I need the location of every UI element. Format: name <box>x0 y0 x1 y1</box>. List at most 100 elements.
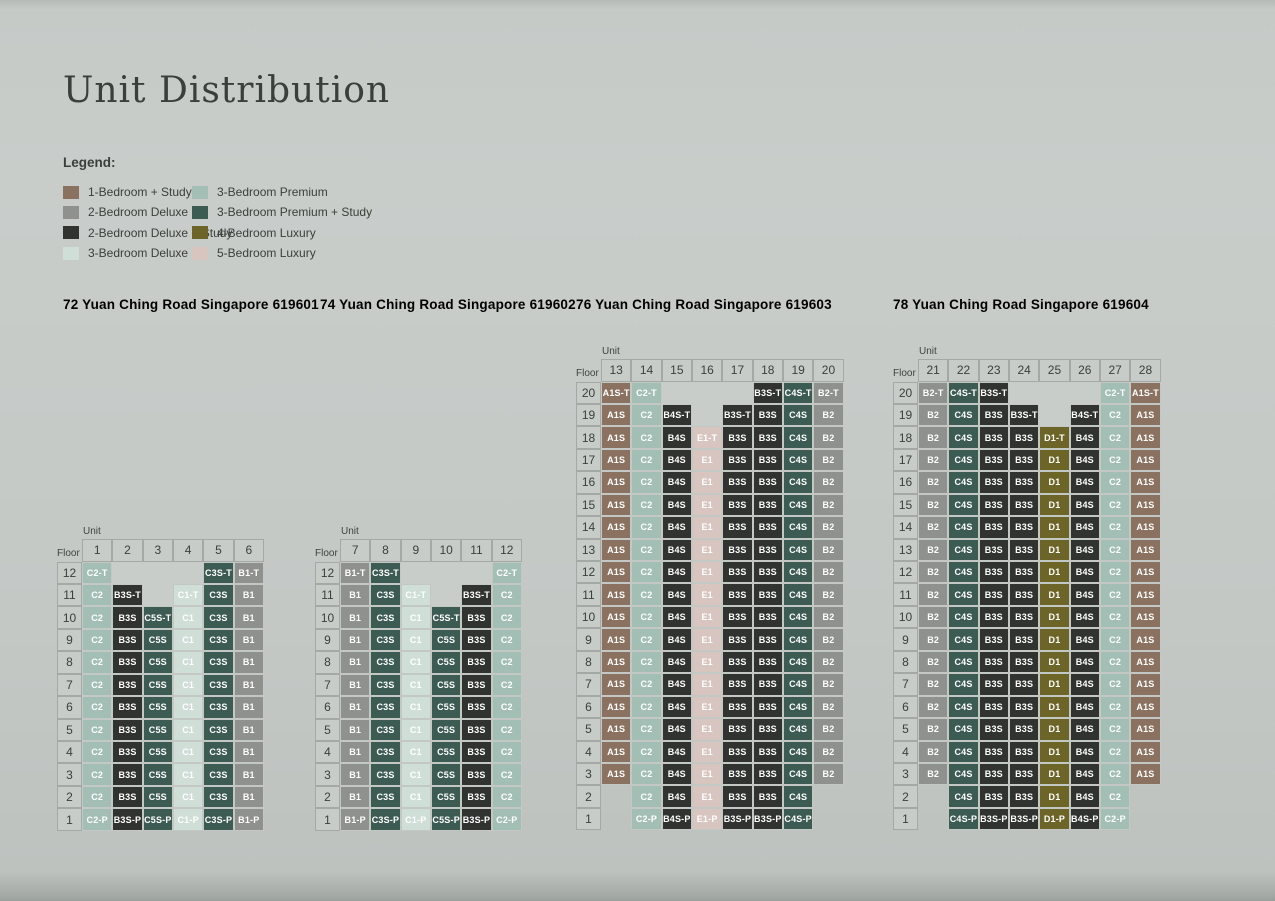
unit-cell: D1 <box>1039 740 1070 763</box>
legend-item: 1-Bedroom + Study <box>63 182 192 202</box>
absent-cell <box>1130 808 1160 830</box>
legend-item: 3-Bedroom Premium <box>192 182 372 202</box>
unit-cell: B3S <box>978 516 1009 539</box>
absent-cell <box>601 808 631 830</box>
legend-swatch <box>63 185 79 199</box>
unit-axis-label: Unit <box>83 526 101 537</box>
unit-cell: B3S <box>1008 538 1040 561</box>
tower-title: 72 Yuan Ching Road Singapore 619601 <box>63 297 319 312</box>
unit-cell: C1 <box>172 628 204 652</box>
unit-cell: B4S <box>1069 605 1100 629</box>
unit-cell: B3S <box>722 718 753 741</box>
unit-cell: E1 <box>691 583 723 606</box>
unit-cell: B3S <box>1008 695 1040 719</box>
unit-cell: E1 <box>691 471 723 494</box>
unit-cell: D1 <box>1039 650 1070 674</box>
unit-cell: D1 <box>1039 516 1070 539</box>
unit-cell: B3S <box>978 650 1009 674</box>
unit-cell: C3S-P <box>370 808 401 831</box>
unit-cell: C1 <box>400 651 431 674</box>
unit-cell: A1S <box>601 561 632 584</box>
unit-cell: B4S <box>661 695 692 719</box>
unit-cell: C2 <box>631 785 662 808</box>
floor-label-cell: 1 <box>57 808 82 831</box>
unit-cell: B3S-T <box>461 583 492 607</box>
unit-cell: C3S <box>203 606 234 629</box>
unit-cell: C1 <box>400 696 431 719</box>
floor-label-cell: 2 <box>576 785 601 808</box>
unit-cell: C3S <box>370 785 401 809</box>
unit-cell: C2-P <box>82 808 113 831</box>
unit-cell: C1 <box>172 606 204 629</box>
unit-header-cell: 24 <box>1008 359 1040 382</box>
unit-cell: B4S <box>661 448 692 472</box>
unit-cell: B2 <box>813 426 844 449</box>
legend-label: 2-Bedroom Deluxe <box>88 205 189 220</box>
unit-cell: C2 <box>631 673 662 696</box>
floor-label-cell: 10 <box>57 606 82 629</box>
unit-cell: E1 <box>691 762 723 786</box>
unit-cell: B2 <box>813 740 844 763</box>
unit-cell: A1S <box>601 650 632 674</box>
unit-cell: C2 <box>82 628 113 652</box>
floor-label-cell: 12 <box>893 561 918 584</box>
unit-cell: C2 <box>491 696 522 719</box>
unit-cell: B3S <box>978 493 1009 517</box>
unit-cell: E1 <box>691 695 723 719</box>
unit-cell: B1 <box>340 741 371 764</box>
floor-label-cell: 5 <box>576 718 601 741</box>
unit-cell: D1 <box>1039 762 1070 786</box>
unit-cell: B2 <box>813 583 844 606</box>
floor-label-cell: 11 <box>315 583 340 607</box>
unit-cell: B4S <box>661 650 692 674</box>
unit-cell: B3S-T <box>722 403 753 427</box>
unit-cell: E1-P <box>691 807 723 831</box>
unit-cell: C3S <box>370 718 401 741</box>
unit-header-cell: 19 <box>782 359 814 382</box>
legend: Legend: 1-Bedroom + Study 2-Bedroom Delux… <box>63 155 372 263</box>
unit-cell: B3S <box>1008 673 1040 696</box>
unit-cell: A1S <box>1130 538 1161 561</box>
unit-cell: C4S <box>782 718 814 741</box>
tower-table: Unit Floor 7 8 9 10 11 12 12 B1-T C3S-T C2-T 11 B1 C3S… <box>315 524 522 831</box>
unit-cell: B3S-T <box>1008 403 1040 427</box>
unit-cell: E1 <box>691 673 723 696</box>
unit-cell: B4S <box>661 516 692 539</box>
unit-cell: C3S <box>370 583 401 607</box>
unit-cell: C1 <box>400 606 431 629</box>
void-cell <box>172 561 204 584</box>
unit-cell: C4S <box>782 516 814 539</box>
unit-cell: C5S <box>430 673 462 697</box>
unit-cell: B3S <box>752 762 783 786</box>
unit-cell: B2-T <box>813 381 844 404</box>
unit-cell: A1S <box>601 762 632 786</box>
unit-cell: D1 <box>1039 718 1070 741</box>
unit-cell: C3S <box>203 763 234 786</box>
floor-label-cell: 3 <box>893 762 918 786</box>
floor-label-cell: 9 <box>893 628 918 651</box>
page-title: Unit Distribution <box>63 70 391 111</box>
absent-cell <box>813 785 843 807</box>
unit-header-cell: 11 <box>461 539 492 562</box>
unit-cell: C1 <box>400 718 431 741</box>
floor-label-cell: 7 <box>893 673 918 696</box>
unit-cell: C2 <box>491 785 522 809</box>
unit-cell: C5S <box>142 741 173 764</box>
void-cell <box>142 583 173 607</box>
unit-cell: C5S <box>430 741 462 764</box>
unit-cell: C4S <box>948 403 979 427</box>
floor-label-cell: 15 <box>893 493 918 517</box>
unit-cell: C3S <box>370 628 401 652</box>
unit-cell: B3S <box>112 651 143 674</box>
unit-cell: C2 <box>491 651 522 674</box>
legend-swatch <box>63 226 79 240</box>
unit-cell: B3S <box>752 605 783 629</box>
unit-cell: C1 <box>172 696 204 719</box>
unit-cell: C3S <box>370 606 401 629</box>
unit-cell: B4S <box>1069 493 1100 517</box>
unit-cell: B4S <box>1069 538 1100 561</box>
unit-cell: C4S <box>782 762 814 786</box>
unit-cell: C4S <box>782 628 814 651</box>
unit-cell: C2 <box>82 606 113 629</box>
